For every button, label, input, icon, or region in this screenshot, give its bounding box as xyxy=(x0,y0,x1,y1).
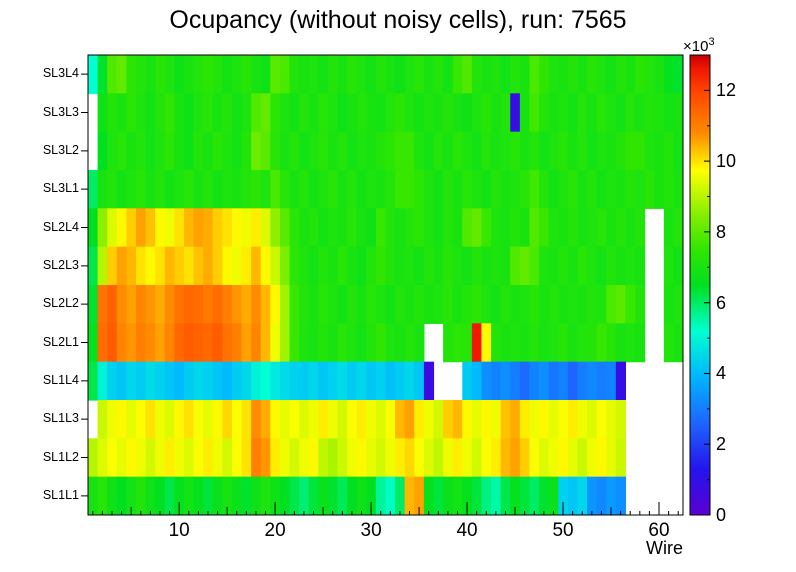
colorbar-tick-label: 0 xyxy=(716,505,727,525)
colorbar-tick-label: 4 xyxy=(716,363,727,384)
y-axis-row-label: SL3L4 xyxy=(42,66,79,81)
z-exponent-base: ×10 xyxy=(683,38,709,55)
y-axis-row-label: SL2L4 xyxy=(42,219,79,234)
y-axis-row-label: SL3L3 xyxy=(42,104,79,119)
y-axis-row-label: SL1L4 xyxy=(42,372,79,387)
colorbar-tick-label: 6 xyxy=(716,292,727,313)
x-axis-tick-label: 60 xyxy=(648,520,670,541)
x-axis-tick-label: 10 xyxy=(168,520,190,541)
y-axis-row-label: SL3L1 xyxy=(42,181,79,196)
y-axis-row-label: SL2L1 xyxy=(42,334,79,349)
chart-title: Ocupancy (without noisy cells), run: 756… xyxy=(169,6,627,34)
colorbar-tick-label: 2 xyxy=(716,434,727,455)
y-axis-row-label: SL1L1 xyxy=(42,487,79,502)
z-scale-exponent: ×103 xyxy=(683,36,715,55)
y-axis-row-label: SL3L2 xyxy=(42,142,79,157)
z-exponent-power: 3 xyxy=(708,36,715,48)
y-axis-row-label: SL1L3 xyxy=(42,411,79,426)
y-axis-row-label: SL1L2 xyxy=(42,449,79,464)
x-axis-tick-label: 40 xyxy=(456,520,478,541)
y-axis-row-label: SL2L2 xyxy=(42,296,79,311)
x-axis-tick-label: 30 xyxy=(360,520,382,541)
colorbar-tick-label: 12 xyxy=(716,80,737,101)
x-axis-tick-label: 20 xyxy=(264,520,286,541)
x-axis-tick-label: 50 xyxy=(552,520,574,541)
colorbar-tick-label: 8 xyxy=(716,221,727,242)
y-axis-row-label: SL2L3 xyxy=(42,257,79,272)
x-axis-title: Wire xyxy=(646,538,683,558)
colorbar-tick-label: 10 xyxy=(716,151,737,172)
